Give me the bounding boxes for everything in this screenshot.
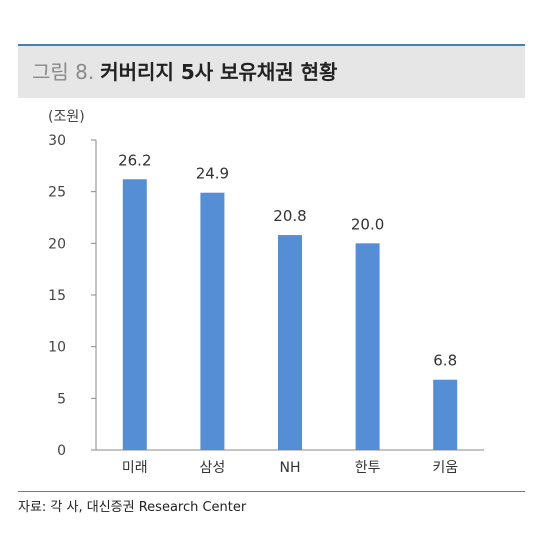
y-tick-label: 15 [48,288,66,304]
title-bar: 그림 8. 커버리지 5사 보유채권 현황 [18,46,525,98]
data-label: 20.8 [273,207,306,225]
bar [278,235,302,450]
y-tick-label: 20 [48,236,66,252]
chart-title: 그림 8. 커버리지 5사 보유채권 현황 [32,58,337,86]
x-tick-label: 미래 [122,460,148,476]
y-tick-label: 10 [48,340,66,356]
chart-title-text: 커버리지 5사 보유채권 현황 [100,60,338,84]
bar [122,179,147,450]
data-label: 24.9 [196,165,229,183]
y-tick-label: 0 [57,443,66,459]
source-note: 자료: 각 사, 대신증권 Research Center [18,500,247,515]
x-tick-label: 한투 [355,460,381,476]
data-label: 20.0 [351,215,384,233]
data-label: 26.2 [118,151,151,169]
y-axis-unit-label: (조원) [48,109,85,125]
figure-label: 그림 8. [32,60,95,84]
y-tick-label: 30 [48,133,66,149]
x-tick-label: NH [280,460,301,476]
data-label: 6.8 [433,352,457,370]
bar [355,243,380,450]
x-tick-label: 삼성 [200,460,226,476]
bar [200,192,225,450]
bar [433,379,458,450]
y-tick-label: 25 [48,185,66,201]
top-rule [18,44,525,46]
y-tick-label: 5 [57,391,66,407]
bottom-rule [18,491,525,492]
x-tick-label: 키움 [432,460,458,476]
